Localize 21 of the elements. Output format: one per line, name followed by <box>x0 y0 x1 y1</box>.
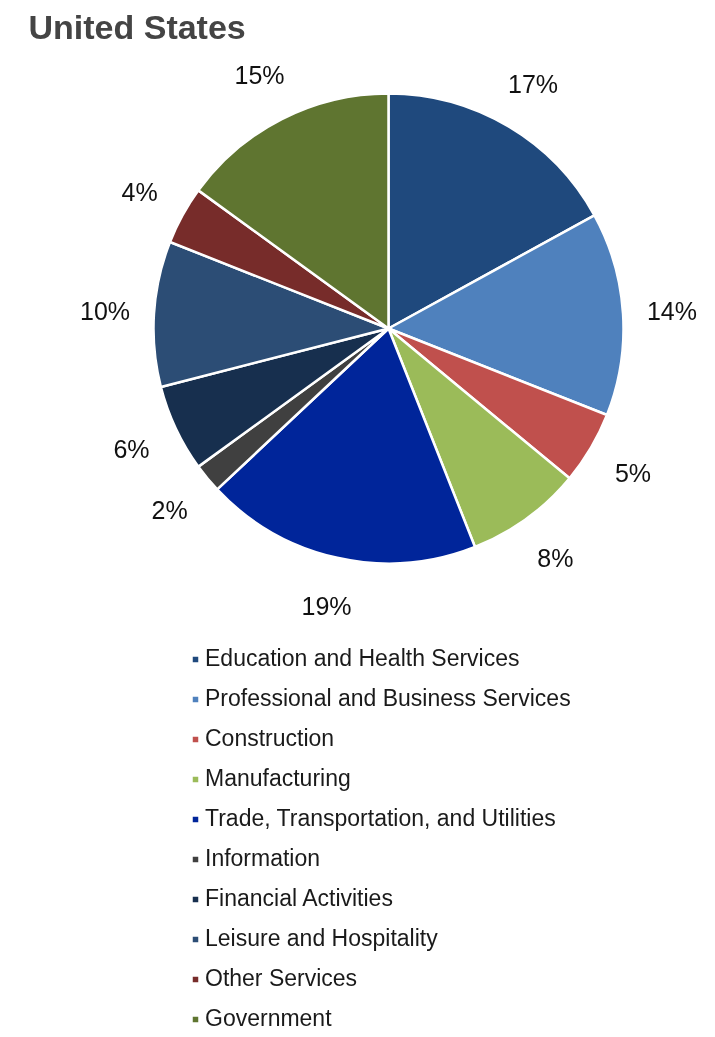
data-label: 4% <box>121 177 158 206</box>
data-label: 14% <box>646 296 697 325</box>
data-label: 6% <box>113 435 150 464</box>
legend-label: Education and Health Services <box>205 645 520 672</box>
data-label: 2% <box>151 495 188 524</box>
legend-label: Manufacturing <box>205 765 351 792</box>
data-label: 10% <box>80 296 131 325</box>
legend-label: Government <box>205 1005 332 1032</box>
legend-label: Trade, Transportation, and Utilities <box>205 805 556 832</box>
data-label: 15% <box>234 61 285 90</box>
data-label: 17% <box>508 70 559 99</box>
data-label: 8% <box>537 544 574 573</box>
data-label: 5% <box>614 459 652 488</box>
legend-label: Professional and Business Services <box>205 685 571 712</box>
legend-label: Information <box>205 845 321 872</box>
legend-label: Other Services <box>205 965 358 992</box>
chart-title: United States <box>28 7 246 46</box>
data-label: 19% <box>301 591 352 620</box>
legend-label: Construction <box>205 725 335 752</box>
legend-label: Financial Activities <box>205 885 393 912</box>
legend-label: Leisure and Hospitality <box>205 925 438 952</box>
